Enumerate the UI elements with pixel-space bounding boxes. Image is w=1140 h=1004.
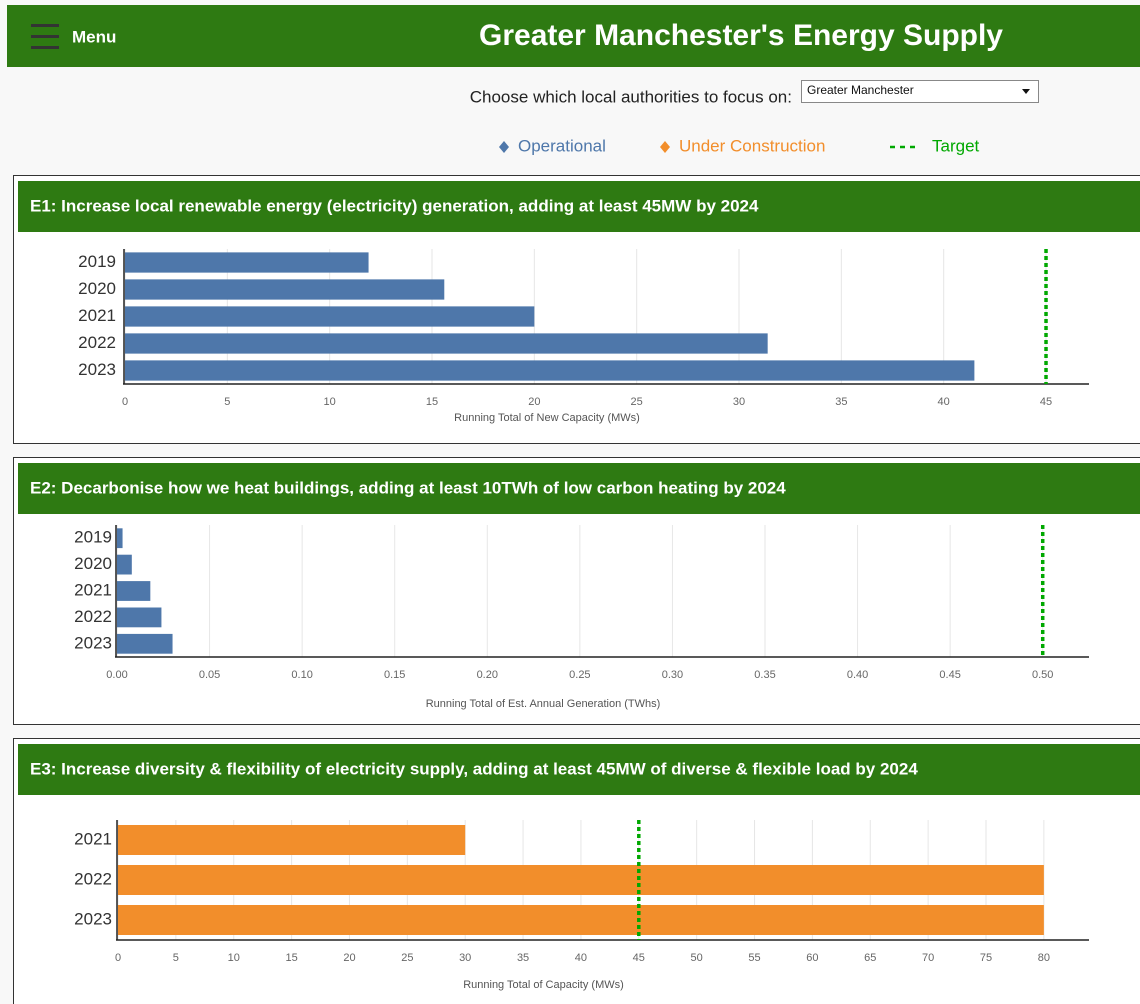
y-tick-label: 2019 (78, 252, 116, 271)
x-tick-label: 65 (864, 952, 876, 964)
x-tick-label: 0.45 (939, 669, 960, 681)
bar (118, 825, 466, 855)
x-tick-label: 30 (459, 952, 471, 964)
x-tick-label: 0.50 (1032, 669, 1053, 681)
panel-title: E2: Decarbonise how we heat buildings, a… (30, 478, 786, 497)
y-tick-label: 2021 (78, 306, 116, 325)
authority-dropdown[interactable]: Greater Manchester (801, 80, 1039, 103)
x-tick-label: 0.40 (847, 669, 868, 681)
bar (118, 865, 1044, 895)
x-tick-label: 40 (575, 952, 587, 964)
bar (118, 905, 1044, 935)
x-tick-label: 0.15 (384, 669, 405, 681)
x-tick-label: 20 (343, 952, 355, 964)
y-tick-label: 2021 (74, 580, 112, 599)
x-tick-label: 15 (426, 396, 438, 408)
y-tick-label: 2022 (74, 607, 112, 626)
bar (125, 306, 535, 327)
dropdown-box[interactable] (801, 80, 1039, 103)
x-tick-label: 35 (517, 952, 529, 964)
panel-title: E3: Increase diversity & flexibility of … (30, 759, 918, 778)
page-title: Greater Manchester's Energy Supply (479, 19, 1003, 52)
y-tick-label: 2020 (78, 279, 116, 298)
x-tick-label: 55 (748, 952, 760, 964)
bar (117, 554, 132, 575)
dropdown-arrow[interactable] (1022, 89, 1030, 94)
bar (125, 279, 445, 300)
bar (117, 581, 151, 601)
x-axis-title: Running Total of New Capacity (MWs) (454, 412, 640, 424)
x-tick-label: 0.30 (662, 669, 683, 681)
x-tick-label: 50 (691, 952, 703, 964)
legend-swatch (660, 141, 670, 153)
x-tick-label: 20 (528, 396, 540, 408)
bar (117, 528, 123, 549)
panel-title-bar (18, 744, 1140, 795)
bar (117, 633, 173, 654)
bar (117, 607, 162, 628)
y-tick-label: 2020 (74, 554, 112, 573)
panel-title: E1: Increase local renewable energy (ele… (30, 196, 759, 215)
x-axis-title: Running Total of Capacity (MWs) (463, 979, 624, 991)
x-tick-label: 0.10 (291, 669, 312, 681)
y-tick-label: 2021 (74, 829, 112, 848)
y-tick-label: 2022 (78, 333, 116, 352)
legend-label: Under Construction (679, 136, 825, 155)
x-tick-label: 5 (173, 952, 179, 964)
x-tick-label: 70 (922, 952, 934, 964)
dropdown-value[interactable]: Greater Manchester (807, 83, 914, 97)
x-tick-label: 0 (122, 396, 128, 408)
x-tick-label: 5 (224, 396, 230, 408)
x-tick-label: 0.25 (569, 669, 590, 681)
menu-button[interactable]: Menu (31, 24, 116, 49)
menu-label[interactable]: Menu (72, 27, 116, 46)
x-tick-label: 60 (806, 952, 818, 964)
legend-swatch (499, 141, 509, 153)
y-tick-label: 2022 (74, 869, 112, 888)
bar (125, 333, 768, 354)
x-tick-label: 0.05 (199, 669, 220, 681)
x-tick-label: 0.00 (106, 669, 127, 681)
x-axis-title: Running Total of Est. Annual Generation … (426, 698, 661, 710)
menu-icon-line (31, 24, 59, 27)
menu-icon-line (31, 46, 59, 49)
x-tick-label: 10 (228, 952, 240, 964)
x-tick-label: 35 (835, 396, 847, 408)
y-tick-label: 2023 (78, 360, 116, 379)
legend-label: Target (932, 136, 980, 155)
menu-icon-line (31, 35, 59, 38)
x-tick-label: 15 (285, 952, 297, 964)
x-tick-label: 30 (733, 396, 745, 408)
bar (125, 360, 975, 381)
x-tick-label: 45 (1040, 396, 1052, 408)
filter-label: Choose which local authorities to focus … (470, 87, 792, 106)
x-tick-label: 80 (1038, 952, 1050, 964)
legend-label: Operational (518, 136, 606, 155)
x-tick-label: 25 (401, 952, 413, 964)
panel-title-bar (18, 181, 1140, 232)
x-tick-label: 0.35 (754, 669, 775, 681)
x-tick-label: 45 (633, 952, 645, 964)
y-tick-label: 2023 (74, 909, 112, 928)
x-tick-label: 75 (980, 952, 992, 964)
x-tick-label: 40 (938, 396, 950, 408)
panel-title-bar (18, 463, 1140, 514)
x-tick-label: 0.20 (477, 669, 498, 681)
y-tick-label: 2023 (74, 633, 112, 652)
y-tick-label: 2019 (74, 528, 112, 547)
bar (125, 252, 369, 273)
header-bar (7, 5, 1140, 67)
x-tick-label: 10 (324, 396, 336, 408)
x-tick-label: 0 (115, 952, 121, 964)
x-tick-label: 25 (631, 396, 643, 408)
